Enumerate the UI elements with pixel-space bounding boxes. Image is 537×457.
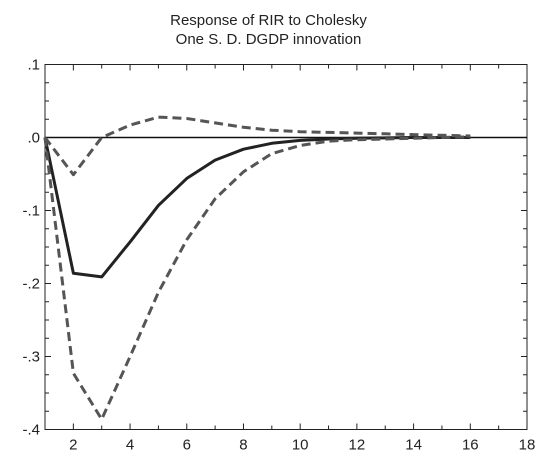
plot-frame [44,64,528,430]
response-line [43,136,471,279]
axis-ticks [44,64,528,430]
x-tick-label: 10 [292,437,309,454]
x-tick-label: 16 [462,437,479,454]
x-tick-label: 18 [519,437,536,454]
y-tick-label: -.4 [22,422,40,439]
y-tick-label: -.3 [22,349,40,366]
x-tick-label: 4 [126,437,134,454]
y-tick-label: -.1 [22,203,40,220]
series-layer [43,115,471,421]
y-tick-label: .0 [27,130,40,147]
chart-subtitle: One S. D. DGDP innovation [175,31,362,48]
x-tick-label: 8 [239,437,247,454]
x-tick-label: 14 [405,437,422,454]
y-tick-label: -.2 [22,276,40,293]
x-tick-label: 12 [349,437,366,454]
y-tick-label: .1 [27,57,40,74]
chart-title: Response of RIR to Cholesky [170,12,367,29]
x-tick-label: 6 [183,437,191,454]
lower-band-line [43,135,471,421]
upper-band-line [43,115,471,177]
tick-labels: 2 4 6 8 10 12 14 16 18 .1 .0 -.1 -.2 -.3 -.4 [22,57,535,454]
x-tick-label: 2 [69,437,77,454]
